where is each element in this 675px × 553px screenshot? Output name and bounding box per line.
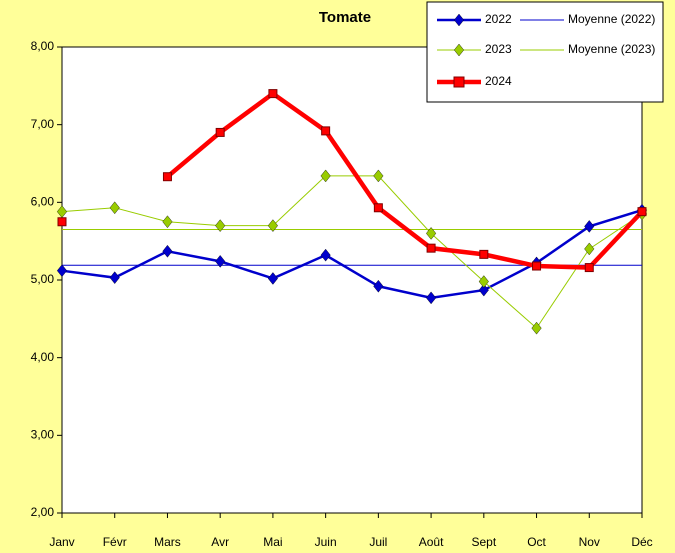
marker xyxy=(162,244,173,258)
marker xyxy=(453,13,465,27)
marker xyxy=(56,264,68,278)
x-tick-label: Avr xyxy=(211,535,229,549)
y-tick-label: 6,00 xyxy=(31,195,55,209)
x-tick-label: Août xyxy=(419,535,444,549)
marker xyxy=(373,279,384,293)
marker xyxy=(215,255,226,268)
marker xyxy=(268,89,278,99)
marker xyxy=(320,169,331,183)
marker xyxy=(532,261,542,271)
y-tick-label: 5,00 xyxy=(31,272,55,286)
y-tick-label: 3,00 xyxy=(31,428,55,442)
x-tick-label: Mars xyxy=(154,535,181,549)
marker xyxy=(531,321,542,335)
marker xyxy=(215,219,226,232)
marker xyxy=(373,169,384,183)
plot-area xyxy=(61,46,643,514)
legend xyxy=(426,1,664,103)
marker xyxy=(162,215,173,229)
marker xyxy=(453,76,465,88)
marker xyxy=(57,217,67,227)
x-tick-label: Juin xyxy=(315,535,337,549)
marker xyxy=(320,248,331,262)
marker xyxy=(215,127,225,137)
chart-title: Tomate xyxy=(319,9,371,26)
x-tick-label: Déc xyxy=(631,535,652,549)
marker xyxy=(267,219,278,232)
x-tick-label: Sept xyxy=(471,535,496,549)
series-line xyxy=(166,90,644,270)
marker xyxy=(109,201,120,215)
marker xyxy=(162,172,172,182)
marker xyxy=(109,271,120,284)
marker xyxy=(373,203,383,213)
series-line xyxy=(61,208,643,300)
marker xyxy=(453,43,465,57)
marker xyxy=(478,275,489,288)
marker xyxy=(479,249,489,259)
y-tick-label: 2,00 xyxy=(31,505,55,519)
marker xyxy=(426,227,437,240)
marker xyxy=(584,263,594,273)
marker xyxy=(584,242,595,256)
marker xyxy=(267,272,278,285)
legend-label: Moyenne (2022) xyxy=(568,12,655,26)
marker xyxy=(426,291,437,305)
x-tick-label: Mai xyxy=(263,535,282,549)
marker xyxy=(321,126,331,136)
marker xyxy=(584,220,595,233)
series-line xyxy=(61,175,643,329)
legend-label: 2024 xyxy=(485,74,512,88)
marker xyxy=(478,283,489,297)
marker xyxy=(637,207,647,217)
x-tick-label: Oct xyxy=(527,535,546,549)
marker xyxy=(426,243,436,253)
y-tick-label: 8,00 xyxy=(31,39,55,53)
legend-label: 2023 xyxy=(485,42,512,56)
x-tick-label: Janv xyxy=(49,535,74,549)
y-tick-label: 7,00 xyxy=(31,117,55,131)
legend-label: 2022 xyxy=(485,12,512,26)
x-tick-label: Févr xyxy=(103,535,127,549)
x-tick-label: Juil xyxy=(369,535,387,549)
legend-label: Moyenne (2023) xyxy=(568,42,655,56)
x-tick-label: Nov xyxy=(579,535,600,549)
y-tick-label: 4,00 xyxy=(31,350,55,364)
